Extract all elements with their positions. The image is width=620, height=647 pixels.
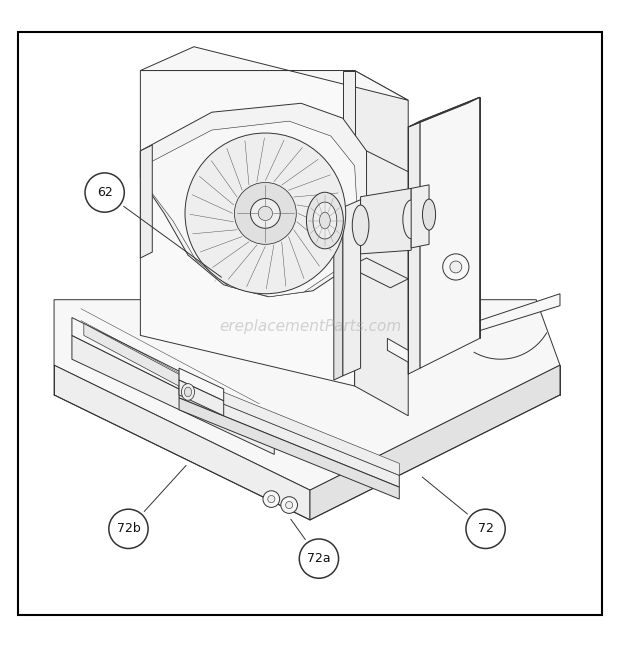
Circle shape [450, 261, 462, 273]
Circle shape [466, 509, 505, 549]
Polygon shape [84, 324, 262, 431]
Polygon shape [343, 200, 361, 376]
Ellipse shape [422, 199, 436, 230]
Polygon shape [140, 71, 355, 386]
Circle shape [241, 195, 248, 202]
Ellipse shape [352, 205, 369, 245]
Circle shape [299, 539, 339, 578]
Polygon shape [179, 368, 224, 401]
Circle shape [85, 173, 124, 212]
Circle shape [286, 501, 293, 509]
Polygon shape [72, 335, 274, 454]
Text: 72: 72 [477, 522, 494, 535]
Circle shape [250, 199, 280, 228]
Ellipse shape [319, 212, 330, 229]
Text: ereplacementParts.com: ereplacementParts.com [219, 319, 401, 334]
Circle shape [241, 180, 248, 187]
Text: 72a: 72a [307, 552, 330, 565]
Polygon shape [179, 380, 224, 416]
Circle shape [234, 182, 296, 245]
Circle shape [281, 497, 298, 513]
Polygon shape [140, 145, 153, 258]
Polygon shape [54, 365, 310, 520]
Polygon shape [361, 188, 411, 254]
Circle shape [109, 509, 148, 549]
Polygon shape [408, 97, 480, 127]
Polygon shape [411, 185, 429, 248]
Polygon shape [334, 208, 343, 380]
Ellipse shape [306, 192, 343, 249]
Polygon shape [366, 151, 408, 249]
Circle shape [263, 491, 280, 507]
Ellipse shape [184, 387, 192, 397]
Circle shape [258, 206, 273, 221]
Circle shape [268, 496, 275, 503]
Polygon shape [310, 365, 560, 520]
Text: 72b: 72b [117, 522, 140, 535]
Circle shape [185, 133, 346, 294]
Polygon shape [72, 318, 274, 437]
Ellipse shape [313, 202, 337, 239]
Ellipse shape [182, 384, 195, 400]
Polygon shape [179, 374, 399, 476]
Polygon shape [179, 386, 399, 487]
Polygon shape [54, 300, 560, 490]
Polygon shape [355, 71, 408, 416]
Polygon shape [408, 121, 420, 374]
Circle shape [443, 254, 469, 280]
Polygon shape [179, 398, 399, 499]
Polygon shape [388, 294, 560, 362]
Polygon shape [420, 97, 480, 368]
Polygon shape [149, 121, 358, 297]
Polygon shape [348, 258, 408, 288]
Text: 62: 62 [97, 186, 113, 199]
Ellipse shape [403, 200, 420, 239]
Polygon shape [140, 47, 408, 100]
Polygon shape [140, 104, 370, 297]
Polygon shape [343, 71, 355, 157]
